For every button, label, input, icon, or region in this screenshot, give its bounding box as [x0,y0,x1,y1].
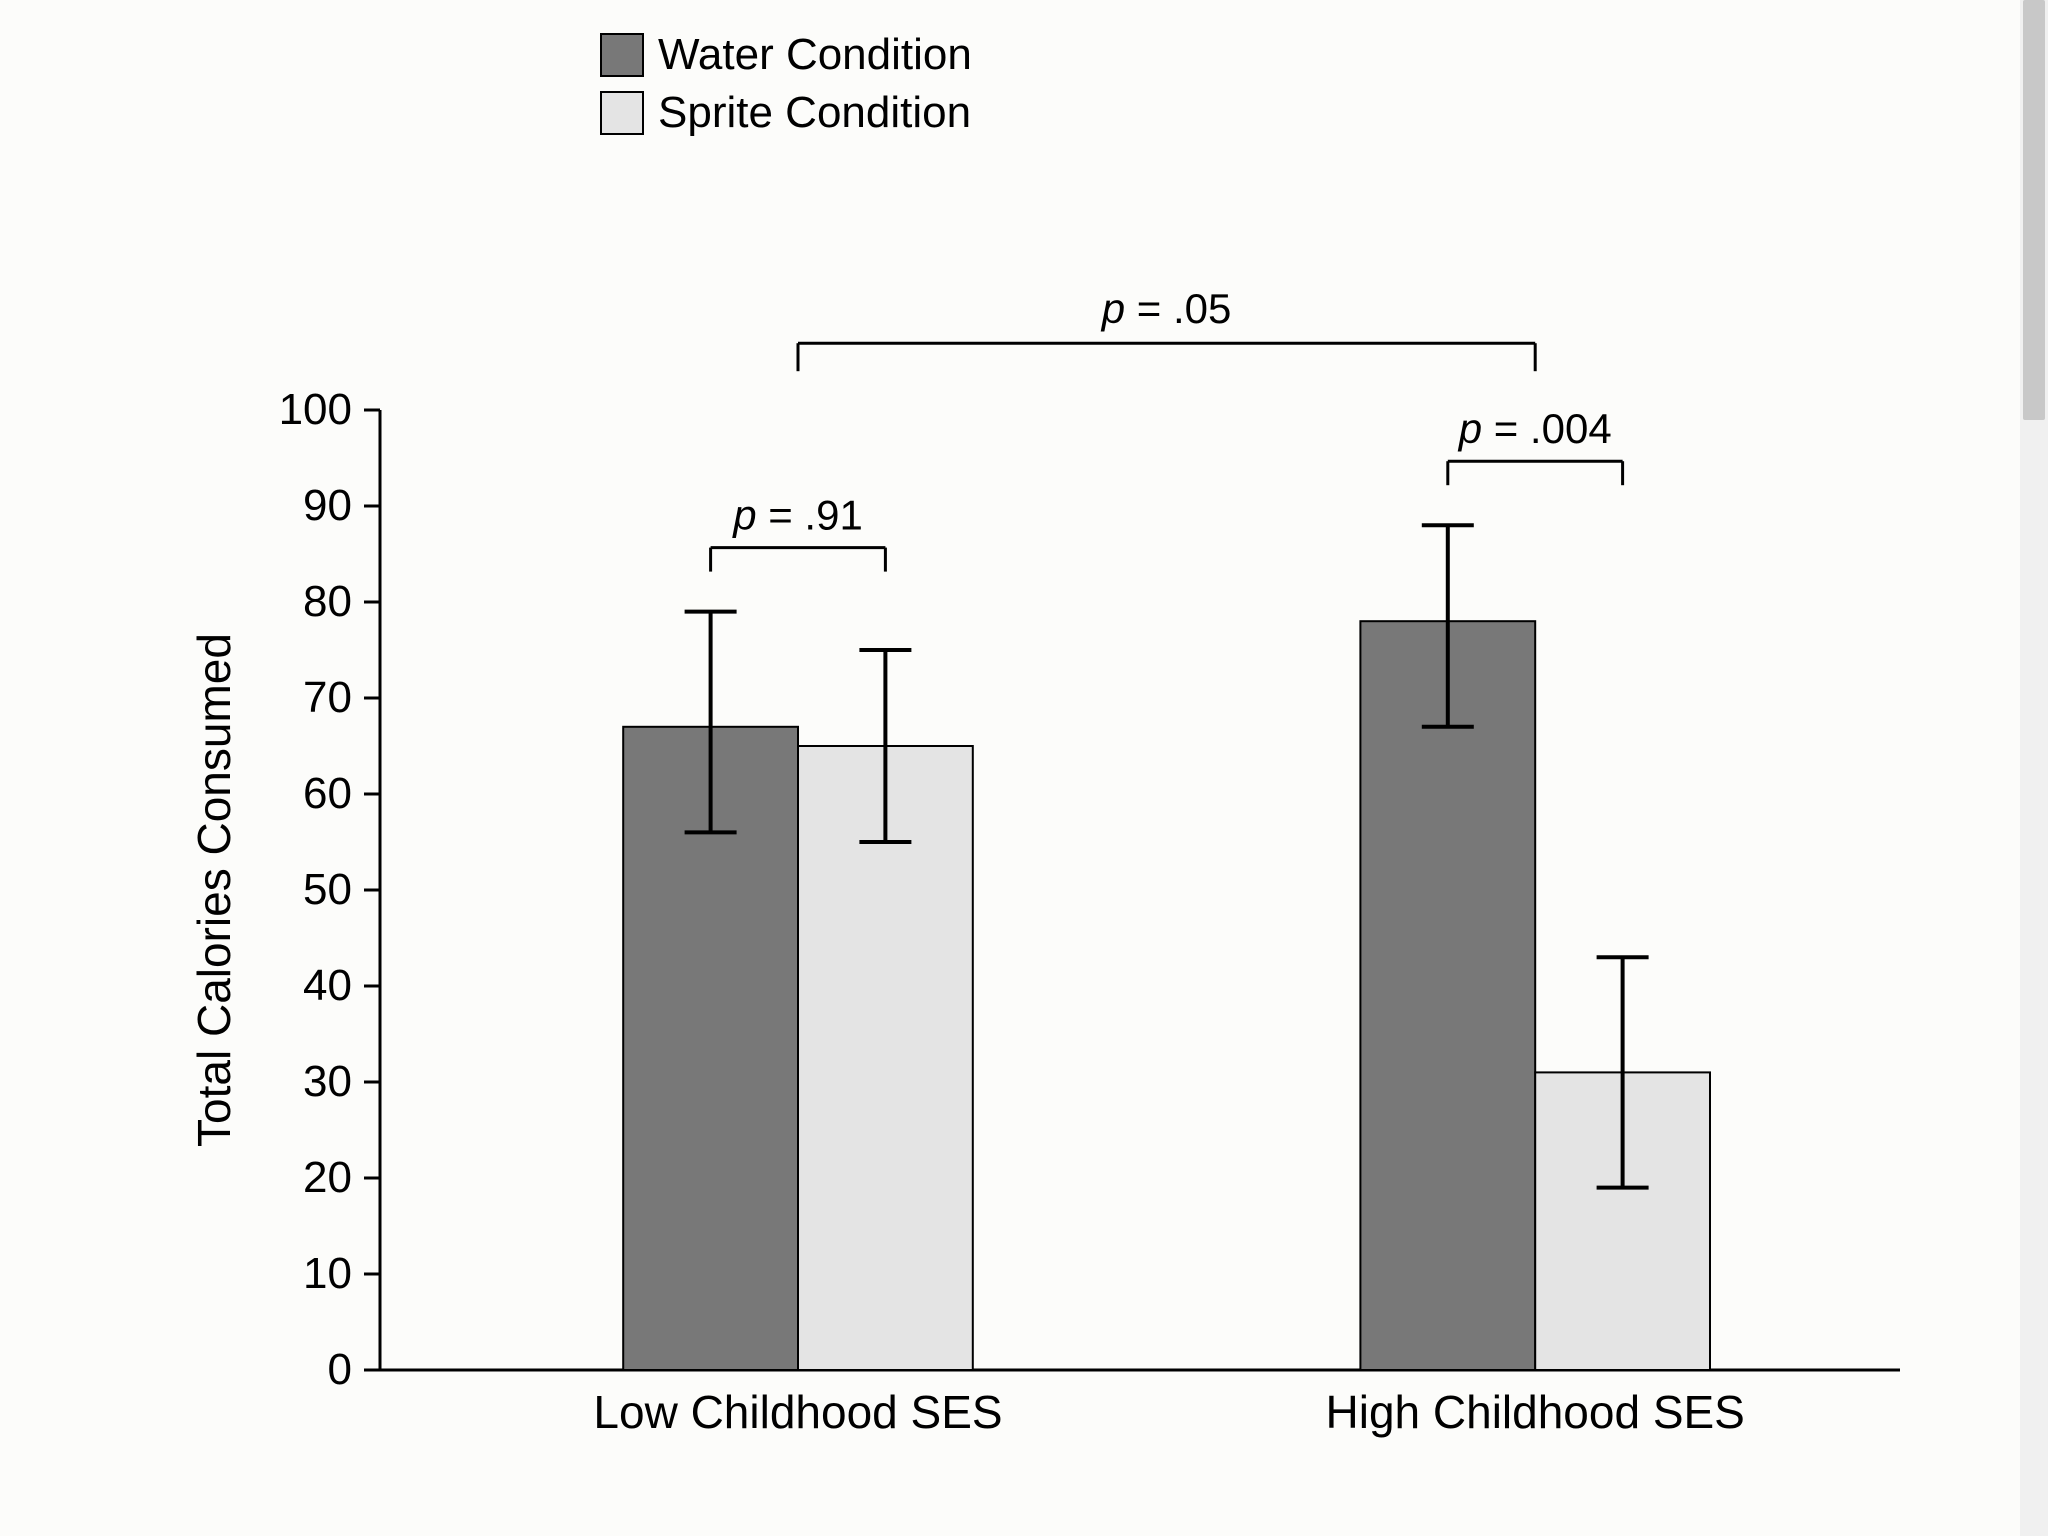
legend-swatch [600,33,644,77]
interaction-p-label: p = .05 [1100,285,1232,332]
legend-item: Sprite Condition [600,88,972,138]
y-tick-label: 20 [303,1153,352,1202]
y-tick-label: 30 [303,1057,352,1106]
y-tick-label: 100 [279,385,352,434]
chart-container: 0 10 20 30 40 50 60 70 80 90 100 Total Calories Con… [0,0,2020,1536]
y-tick-label: 60 [303,769,352,818]
legend-label: Sprite Condition [658,88,971,138]
bar [1360,621,1535,1370]
y-tick-label: 80 [303,577,352,626]
scrollbar-track[interactable] [2020,0,2048,1536]
legend: Water Condition Sprite Condition [600,30,972,138]
y-axis-label: Total Calories Consumed [188,633,240,1147]
x-category-label: High Childhood SES [1326,1386,1745,1438]
y-tick-label: 0 [328,1345,352,1394]
p-value-label: p = .91 [731,492,863,539]
legend-label: Water Condition [658,30,972,80]
scrollbar-thumb[interactable] [2023,0,2045,420]
x-category-label: Low Childhood SES [593,1386,1002,1438]
p-value-label: p = .004 [1457,405,1612,452]
y-tick-label: 40 [303,961,352,1010]
bar-chart: 0 10 20 30 40 50 60 70 80 90 100 Total Calories Con… [0,0,2020,1536]
y-tick-label: 10 [303,1249,352,1298]
y-tick-label: 50 [303,865,352,914]
y-tick-label: 70 [303,673,352,722]
y-tick-label: 90 [303,481,352,530]
legend-item: Water Condition [600,30,972,80]
legend-swatch [600,91,644,135]
